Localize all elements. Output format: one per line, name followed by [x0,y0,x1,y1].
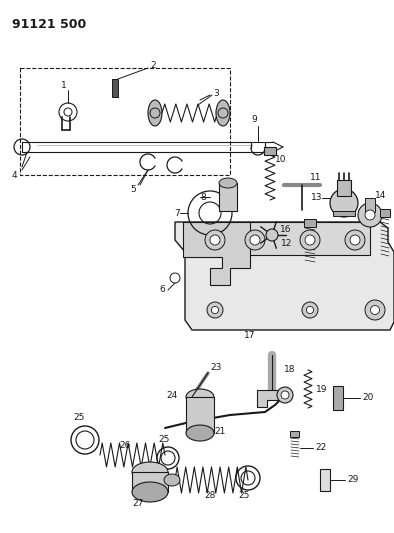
Ellipse shape [186,389,214,405]
Bar [219,183,237,211]
Text: 14: 14 [375,190,387,199]
Circle shape [358,203,382,227]
Polygon shape [200,222,370,255]
Text: 11: 11 [310,173,322,182]
Ellipse shape [164,474,180,486]
Circle shape [212,306,219,313]
Circle shape [205,230,225,250]
Text: 91121 500: 91121 500 [12,18,86,31]
Polygon shape [257,390,282,407]
Circle shape [365,300,385,320]
Circle shape [345,230,365,250]
Bar [186,397,214,433]
Text: 20: 20 [362,393,374,402]
Circle shape [307,306,314,313]
Text: 2: 2 [150,61,156,70]
Circle shape [302,302,318,318]
Bar [333,386,343,410]
Text: 22: 22 [315,443,326,453]
Text: 12: 12 [281,238,292,247]
Circle shape [245,230,265,250]
Text: 26: 26 [119,440,131,449]
Circle shape [330,189,358,217]
Text: 7: 7 [174,208,180,217]
Bar [304,219,316,227]
Bar [337,180,351,196]
Ellipse shape [216,100,230,126]
Ellipse shape [219,178,237,188]
Text: 4: 4 [12,171,18,180]
Text: 24: 24 [167,391,178,400]
Text: 25: 25 [73,414,85,423]
Text: 17: 17 [244,330,256,340]
Bar [333,211,355,215]
Polygon shape [183,222,250,285]
Text: 23: 23 [210,362,221,372]
Circle shape [250,235,260,245]
Circle shape [305,235,315,245]
Circle shape [365,210,375,220]
Circle shape [300,230,320,250]
Bar [320,469,330,491]
Circle shape [350,235,360,245]
Text: 25: 25 [158,435,170,445]
Text: 5: 5 [130,185,136,195]
Ellipse shape [186,425,214,441]
Text: 29: 29 [347,475,359,484]
Ellipse shape [148,100,162,126]
Circle shape [281,391,289,399]
Circle shape [266,229,278,241]
Circle shape [207,302,223,318]
Bar [112,79,118,97]
Circle shape [210,235,220,245]
Bar [365,198,375,212]
Text: 21: 21 [214,427,226,437]
Text: 18: 18 [284,366,296,375]
Polygon shape [175,222,394,330]
Circle shape [277,387,293,403]
Text: 8: 8 [200,192,206,201]
Text: 10: 10 [275,156,286,165]
Text: 28: 28 [204,490,216,499]
Text: 25: 25 [238,491,250,500]
Text: 13: 13 [310,193,322,203]
Text: 19: 19 [316,385,327,394]
Bar [132,472,168,492]
Bar [290,431,299,437]
Circle shape [370,305,379,314]
Text: 6: 6 [159,286,165,295]
Bar [264,147,276,155]
Text: 16: 16 [280,225,292,235]
Text: 3: 3 [213,88,219,98]
Text: 27: 27 [132,499,144,508]
Text: 1: 1 [61,82,67,91]
Bar [380,209,390,217]
Text: 9: 9 [251,116,257,125]
Ellipse shape [132,482,168,502]
Ellipse shape [132,462,168,482]
Text: 15: 15 [393,233,394,243]
